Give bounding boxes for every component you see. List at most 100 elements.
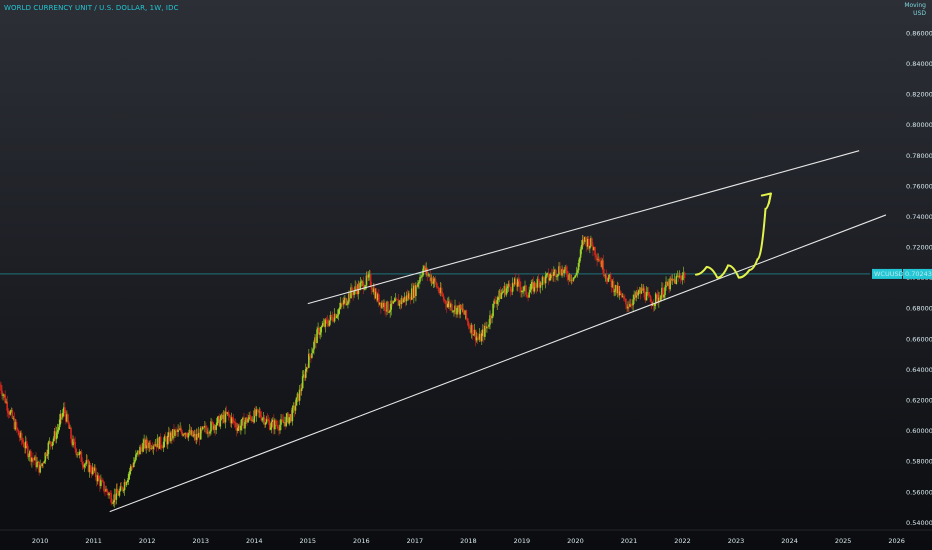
candle-body (470, 324, 473, 333)
candle-body (281, 419, 283, 420)
candle-body (216, 418, 219, 426)
candle-body (474, 329, 477, 341)
candle-body (644, 297, 647, 301)
candle-body (617, 286, 620, 296)
candle-body (594, 247, 596, 256)
candle-body (109, 493, 111, 495)
candle-body (23, 446, 26, 449)
candle-body (497, 297, 500, 301)
lower-trendline[interactable] (109, 214, 887, 513)
candle-body (230, 417, 233, 424)
candle-body (210, 421, 212, 432)
candle-body (475, 336, 478, 341)
candle-body (238, 425, 240, 429)
candle-body (248, 414, 250, 420)
candle-body (663, 294, 665, 298)
candle-body (102, 480, 104, 482)
candle-body (280, 419, 282, 425)
candle-body (418, 281, 420, 284)
candle-body (235, 427, 238, 431)
price-axis[interactable]: 0.86000 0.84000 0.82000 0.80000 0.78000 0.760… (906, 29, 932, 526)
price-tick-label: 0.78000 (906, 152, 932, 160)
candle-body (117, 493, 120, 496)
candle-body (613, 291, 616, 293)
candle-body (146, 439, 149, 446)
candle-body (667, 281, 669, 286)
price-tick-label: 0.76000 (906, 182, 932, 190)
price-tick-label: 0.74000 (906, 213, 932, 221)
candle-body (183, 434, 186, 435)
candle-body (322, 323, 325, 326)
upper-trendline[interactable] (307, 150, 860, 305)
candle-body (417, 283, 419, 287)
candle-body (188, 429, 191, 434)
candle-body (500, 293, 503, 299)
candle-body (496, 300, 499, 305)
candle-body (47, 442, 50, 455)
candle-body (596, 257, 598, 261)
candle-body (157, 438, 160, 449)
candle-body (654, 293, 657, 304)
candle-body (156, 438, 159, 448)
candle-body (42, 463, 45, 464)
candle-body (354, 286, 356, 291)
candle-body (423, 266, 425, 269)
candle-body (641, 287, 644, 291)
candle-body (29, 451, 31, 456)
time-tick-label: 2019 (514, 537, 531, 545)
price-tick-label: 0.86000 (906, 29, 932, 37)
candle-body (400, 298, 403, 304)
candle-body (200, 427, 203, 430)
candle-body (612, 281, 615, 293)
candle-body (435, 282, 438, 288)
candle-body (561, 269, 563, 276)
candle-body (563, 270, 565, 274)
candle-body (316, 329, 318, 344)
candle-body (519, 281, 521, 288)
candle-body (135, 454, 137, 460)
candle-body (539, 282, 542, 288)
time-axis[interactable]: 2010 2011 2012 2013 2014 2015 2016 2017 2018 2019… (0, 529, 932, 545)
candle-body (145, 439, 147, 449)
candle-body (234, 422, 237, 428)
currency-top-label: Moving (904, 2, 926, 9)
candle-body (623, 296, 625, 299)
candle-body (576, 270, 579, 273)
candle-body (191, 430, 194, 437)
candle-body (24, 441, 27, 449)
candle-body (68, 422, 70, 429)
candle-body (501, 292, 504, 294)
candle-body (408, 293, 411, 300)
candle-body (196, 434, 199, 438)
candle-body (577, 262, 580, 271)
candle-body (661, 287, 663, 296)
candle-body (545, 273, 548, 276)
candle-body (122, 490, 125, 491)
candle-body (575, 272, 578, 276)
time-tick-label: 2018 (460, 537, 477, 545)
candle-body (207, 432, 209, 434)
candle-body (309, 353, 311, 357)
candle-body (72, 439, 74, 446)
candle-body (141, 447, 143, 452)
time-tick-label: 2013 (192, 537, 209, 545)
candle-body (608, 274, 611, 278)
candle-body (227, 412, 230, 416)
candle-body (371, 289, 374, 293)
candle-body (331, 316, 334, 321)
candle-body (463, 311, 466, 315)
candle-body (517, 279, 519, 287)
candle-body (11, 410, 14, 419)
price-tick-label: 0.80000 (906, 121, 932, 129)
candle-body (681, 275, 684, 280)
candle-body (61, 412, 64, 418)
candle-body (198, 432, 201, 440)
candle-body (53, 431, 56, 439)
candle-body (299, 389, 302, 392)
candle-body (555, 269, 557, 278)
candle-body (658, 297, 660, 303)
candle-body (679, 275, 682, 279)
candle-body (674, 279, 677, 285)
candle-body (381, 302, 383, 308)
